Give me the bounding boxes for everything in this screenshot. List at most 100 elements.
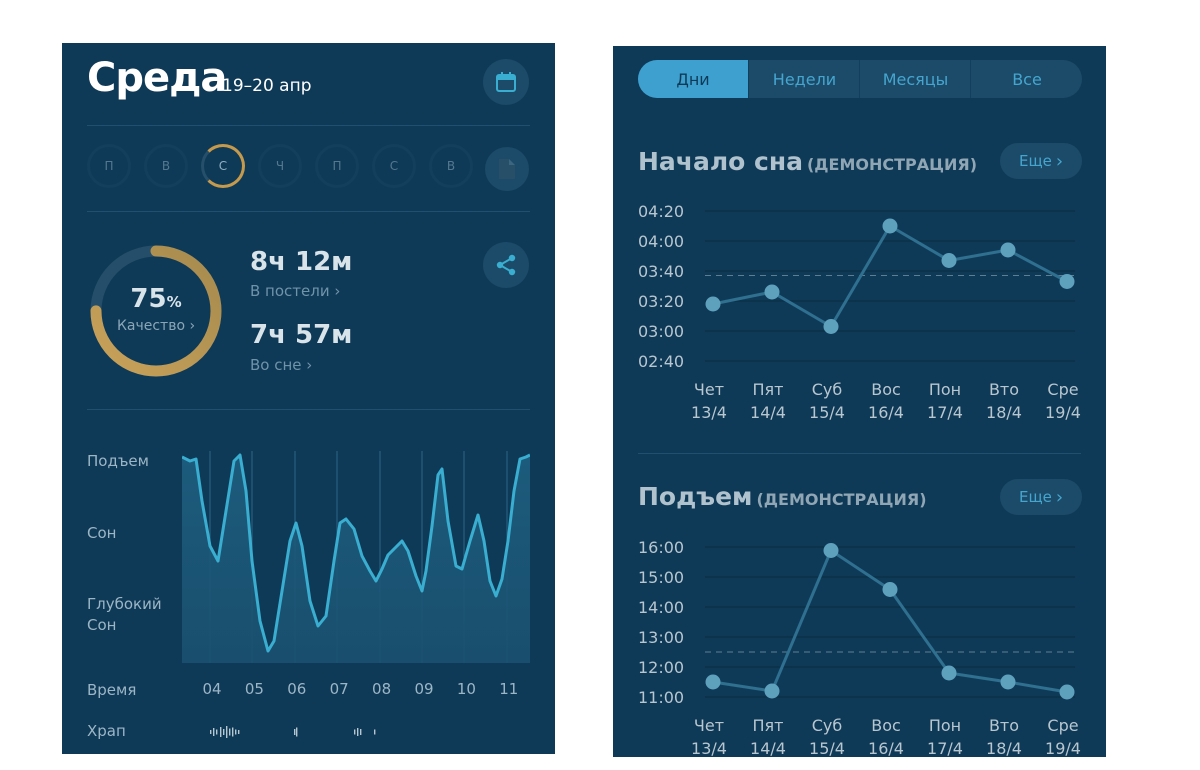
weekday-6[interactable]: В xyxy=(429,144,473,188)
data-point[interactable] xyxy=(764,683,780,699)
weekday-4[interactable]: П xyxy=(315,144,359,188)
data-point[interactable] xyxy=(941,665,957,681)
wake-more-button[interactable]: Еще › xyxy=(1000,479,1082,515)
x-day-label: Вос xyxy=(871,380,901,399)
x-day-label: Сре xyxy=(1047,716,1078,735)
y-tick-label: 12:00 xyxy=(638,658,684,677)
hour-label: 04 xyxy=(202,680,222,698)
sleep-day-panel: Среда 19–20 апр 75% Качество › 8ч xyxy=(62,43,555,754)
y-tick-label: 02:40 xyxy=(638,352,684,371)
data-point[interactable] xyxy=(705,296,721,312)
y-tick-label: 15:00 xyxy=(638,568,684,587)
chevron-right-icon: › xyxy=(1055,150,1064,172)
tab-months[interactable]: Месяцы xyxy=(859,60,971,98)
day-title: Среда xyxy=(87,55,227,101)
series-line xyxy=(712,548,1068,694)
x-day-label: Чет xyxy=(694,716,724,735)
y-tick-label: 14:00 xyxy=(638,598,684,617)
calendar-button[interactable] xyxy=(483,59,529,105)
hypnogram-area xyxy=(182,455,530,663)
asleep-link[interactable]: Во сне › xyxy=(250,356,313,374)
tab-weeks[interactable]: Недели xyxy=(748,60,860,98)
weekday-0[interactable]: П xyxy=(87,144,131,188)
tab-all[interactable]: Все xyxy=(970,60,1083,98)
data-point[interactable] xyxy=(823,543,839,558)
x-day-label: Вто xyxy=(989,380,1019,399)
data-point[interactable] xyxy=(882,218,898,234)
x-date-label: 19/4 xyxy=(1045,403,1081,422)
tab-days[interactable]: Дни xyxy=(638,60,748,98)
quality-label[interactable]: Качество › xyxy=(116,318,196,334)
x-day-label: Пят xyxy=(753,716,784,735)
hour-label: 09 xyxy=(414,680,434,698)
x-day-label: Суб xyxy=(812,716,843,735)
y-tick-label: 04:00 xyxy=(638,232,684,251)
in-bed-link[interactable]: В постели › xyxy=(250,282,341,300)
document-icon xyxy=(499,159,515,179)
y-tick-label: 04:20 xyxy=(638,202,684,221)
y-tick-label: 03:20 xyxy=(638,292,684,311)
asleep-value: 7ч 57м xyxy=(250,320,353,350)
x-day-label: Сре xyxy=(1047,380,1078,399)
data-point[interactable] xyxy=(1059,684,1075,700)
x-day-label: Пят xyxy=(753,380,784,399)
share-icon xyxy=(496,254,516,276)
x-date-label: 17/4 xyxy=(927,403,963,422)
bedtime-more-button[interactable]: Еще › xyxy=(1000,143,1082,179)
weekday-5[interactable]: С xyxy=(372,144,416,188)
hour-label: 07 xyxy=(329,680,349,698)
x-day-label: Вос xyxy=(871,716,901,735)
level-sleep-label: Сон xyxy=(87,524,117,542)
report-button[interactable] xyxy=(485,147,529,191)
x-date-label: 14/4 xyxy=(750,739,786,757)
x-date-label: 15/4 xyxy=(809,739,845,757)
data-point[interactable] xyxy=(1000,242,1016,258)
x-day-label: Вто xyxy=(989,716,1019,735)
snore-label: Храп xyxy=(87,722,126,740)
sleep-trends-panel: Дни Недели Месяцы Все Начало сна (ДЕМОНСТ… xyxy=(613,46,1106,757)
snore-waveform xyxy=(210,726,376,738)
chevron-right-icon: › xyxy=(1055,486,1064,508)
x-date-label: 16/4 xyxy=(868,739,904,757)
divider xyxy=(87,125,530,126)
hour-label: 05 xyxy=(244,680,264,698)
x-day-label: Пон xyxy=(929,380,961,399)
data-point[interactable] xyxy=(1059,274,1075,289)
share-button[interactable] xyxy=(483,242,529,288)
hour-label: 11 xyxy=(499,680,519,698)
divider xyxy=(638,453,1081,454)
hypnogram-chart xyxy=(182,451,530,663)
x-day-label: Пон xyxy=(929,716,961,735)
x-date-label: 14/4 xyxy=(750,403,786,422)
calendar-icon xyxy=(496,72,516,92)
wake-chart: 16:00 15:00 14:00 13:00 12:00 11:00 Чет 13/4 Пят… xyxy=(638,538,1081,757)
hour-label: 10 xyxy=(456,680,476,698)
data-point[interactable] xyxy=(1000,674,1016,690)
hour-label: 06 xyxy=(287,680,307,698)
y-tick-label: 13:00 xyxy=(638,628,684,647)
bedtime-chart: 04:20 04:00 03:40 03:20 03:00 02:40 Чет 13/4 Пят… xyxy=(638,202,1081,422)
data-point[interactable] xyxy=(882,582,898,597)
weekday-2[interactable]: С xyxy=(201,144,245,188)
wake-chart-title: Подъем (ДЕМОНСТРАЦИЯ) xyxy=(638,482,927,511)
quality-ring[interactable] xyxy=(88,243,224,379)
divider xyxy=(87,409,530,410)
x-day-label: Чет xyxy=(694,380,724,399)
x-date-label: 17/4 xyxy=(927,739,963,757)
x-date-label: 13/4 xyxy=(691,403,727,422)
x-date-label: 15/4 xyxy=(809,403,845,422)
data-point[interactable] xyxy=(941,253,957,268)
level-awake-label: Подъем xyxy=(87,452,149,470)
data-point[interactable] xyxy=(764,284,780,300)
x-date-label: 16/4 xyxy=(868,403,904,422)
data-point[interactable] xyxy=(823,319,839,334)
x-date-label: 18/4 xyxy=(986,403,1022,422)
y-tick-label: 03:00 xyxy=(638,322,684,341)
x-date-label: 13/4 xyxy=(691,739,727,757)
divider xyxy=(87,211,530,212)
weekday-3[interactable]: Ч xyxy=(258,144,302,188)
data-point[interactable] xyxy=(705,674,721,690)
bedtime-chart-title: Начало сна (ДЕМОНСТРАЦИЯ) xyxy=(638,147,978,176)
level-deep-label: Глубокий Сон xyxy=(87,595,162,634)
weekday-1[interactable]: В xyxy=(144,144,188,188)
